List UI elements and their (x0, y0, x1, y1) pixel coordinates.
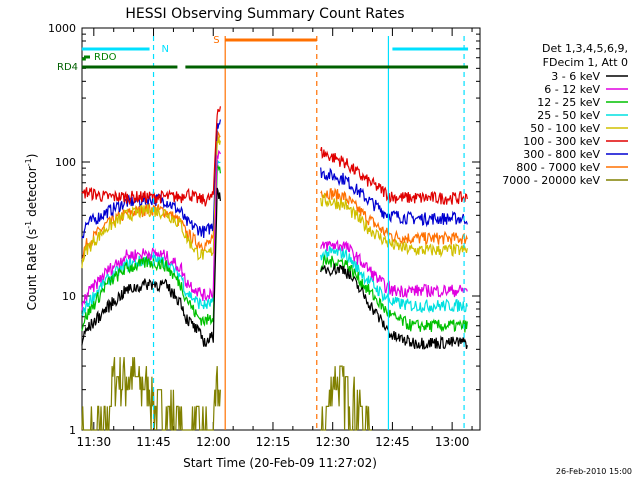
y-tick-label: 10 (62, 290, 76, 303)
series-line-1 (81, 149, 468, 311)
legend-header-line2: FDecim 1, Att 0 (543, 56, 628, 69)
x-tick-label: 12:00 (196, 435, 231, 449)
series-line-8 (81, 357, 372, 431)
series-line-6 (81, 119, 468, 239)
series-line-2 (81, 164, 468, 333)
legend: Det 1,3,4,5,6,9, FDecim 1, Att 0 3 - 6 k… (502, 42, 628, 187)
flag-label-n: N (161, 44, 168, 55)
series-line-5 (81, 106, 468, 207)
y-tick-label: 1000 (48, 22, 76, 35)
series-line-4 (81, 136, 468, 269)
x-tick-label: 13:00 (435, 435, 470, 449)
legend-label-0: 3 - 6 keV (551, 70, 600, 83)
plot-frame (81, 27, 481, 431)
legend-label-6: 300 - 800 keV (523, 148, 600, 161)
legend-header-line1: Det 1,3,4,5,6,9, (542, 42, 628, 55)
y-tick-label: 100 (55, 156, 76, 169)
chart-title: HESSI Observing Summary Count Rates (125, 6, 404, 22)
y-tick-label: 1 (69, 424, 76, 437)
y-axis-label: Count Rate (s-1 detector-1) (24, 154, 39, 311)
legend-label-5: 100 - 300 keV (523, 135, 600, 148)
series-line-0 (81, 187, 468, 350)
plot-area: 1 10 100 1000 11:30 11:45 12:00 12:15 12:30 12:45… (48, 22, 481, 449)
x-tick-label: 12:30 (315, 435, 350, 449)
legend-label-4: 50 - 100 keV (530, 122, 600, 135)
legend-label-7: 800 - 7000 keV (516, 161, 600, 174)
flag-label-s: S (213, 35, 219, 46)
footer-date: 26-Feb-2010 15:00 (556, 467, 632, 476)
flag-label-rd4: RD4 (57, 62, 78, 73)
legend-label-3: 25 - 50 keV (537, 109, 600, 122)
x-axis-label: Start Time (20-Feb-09 11:27:02) (183, 456, 377, 470)
series-line-3 (81, 159, 468, 317)
x-tick-label: 11:45 (136, 435, 171, 449)
legend-label-8: 7000 - 20000 keV (502, 174, 600, 187)
legend-label-1: 6 - 12 keV (544, 83, 600, 96)
x-tick-label: 12:45 (375, 435, 410, 449)
x-tick-label: 12:15 (256, 435, 291, 449)
x-tick-label: 11:30 (77, 435, 112, 449)
legend-label-2: 12 - 25 keV (537, 96, 600, 109)
flag-label-rdo: RDO (94, 52, 117, 63)
